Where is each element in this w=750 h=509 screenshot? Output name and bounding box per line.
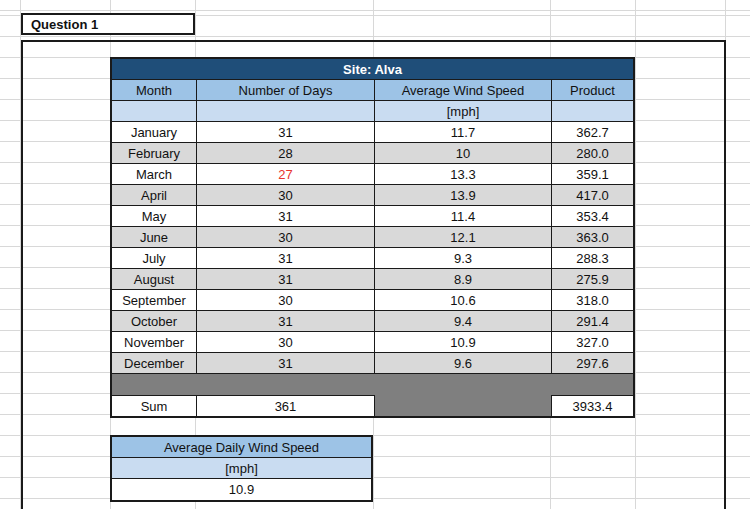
cell-speed[interactable]: 10.6 [375, 290, 552, 310]
cell-days[interactable]: 30 [197, 227, 375, 247]
cell-days[interactable]: 30 [197, 185, 375, 205]
summary-units-cell[interactable]: [mph] [112, 458, 371, 479]
table-row: May 31 11.4 353.4 [112, 206, 633, 227]
cell-product[interactable]: 362.7 [552, 122, 633, 142]
table-row: July 31 9.3 288.3 [112, 248, 633, 269]
cell-month[interactable]: March [112, 164, 197, 184]
table-row: January 31 11.7 362.7 [112, 122, 633, 143]
cell-month[interactable]: November [112, 332, 197, 352]
table-row: March 27 13.3 359.1 [112, 164, 633, 185]
site-title-cell[interactable]: Site: Alva [112, 59, 633, 80]
spacer-row [112, 374, 633, 395]
cell-product[interactable]: 291.4 [552, 311, 633, 331]
main-table: Site: Alva Month Number of Days Average … [110, 57, 635, 418]
cell-speed[interactable]: 9.4 [375, 311, 552, 331]
cell-month[interactable]: December [112, 353, 197, 373]
cell-product[interactable]: 288.3 [552, 248, 633, 268]
table-row: August 31 8.9 275.9 [112, 269, 633, 290]
units-cell-month[interactable] [112, 101, 197, 121]
table-row: April 30 13.9 417.0 [112, 185, 633, 206]
col-header-days[interactable]: Number of Days [197, 80, 375, 100]
table-row: September 30 10.6 318.0 [112, 290, 633, 311]
cell-days[interactable]: 31 [197, 248, 375, 268]
cell-days[interactable]: 31 [197, 269, 375, 289]
sum-label-cell[interactable]: Sum [112, 395, 197, 416]
column-header-row: Month Number of Days Average Wind Speed … [112, 80, 633, 101]
cell-product[interactable]: 280.0 [552, 143, 633, 163]
spreadsheet-grid: Question 1 Site: Alva Month Number of Da… [0, 0, 750, 509]
cell-month[interactable]: September [112, 290, 197, 310]
cell-product[interactable]: 363.0 [552, 227, 633, 247]
cell-month[interactable]: June [112, 227, 197, 247]
cell-product[interactable]: 359.1 [552, 164, 633, 184]
cell-month[interactable]: February [112, 143, 197, 163]
table-row: June 30 12.1 363.0 [112, 227, 633, 248]
cell-days[interactable]: 31 [197, 353, 375, 373]
col-header-speed[interactable]: Average Wind Speed [375, 80, 552, 100]
units-row: [mph] [112, 101, 633, 122]
summary-table: Average Daily Wind Speed [mph] 10.9 [110, 435, 373, 502]
cell-speed[interactable]: 13.9 [375, 185, 552, 205]
cell-speed[interactable]: 9.3 [375, 248, 552, 268]
summary-title-cell[interactable]: Average Daily Wind Speed [112, 437, 371, 458]
cell-speed[interactable]: 11.7 [375, 122, 552, 142]
cell-month[interactable]: October [112, 311, 197, 331]
col-header-product[interactable]: Product [552, 80, 633, 100]
cell-month[interactable]: August [112, 269, 197, 289]
cell-product[interactable]: 417.0 [552, 185, 633, 205]
units-cell-speed[interactable]: [mph] [375, 101, 552, 121]
cell-speed[interactable]: 9.6 [375, 353, 552, 373]
sum-blank-cell[interactable] [375, 395, 552, 416]
sum-product-cell[interactable]: 3933.4 [552, 395, 633, 416]
sum-days-cell[interactable]: 361 [197, 395, 375, 416]
summary-value-cell[interactable]: 10.9 [112, 479, 371, 500]
data-rows: January 31 11.7 362.7 February 28 10 280… [112, 122, 633, 374]
cell-product[interactable]: 318.0 [552, 290, 633, 310]
question-label: Question 1 [31, 17, 98, 32]
cell-days[interactable]: 28 [197, 143, 375, 163]
cell-speed[interactable]: 10.9 [375, 332, 552, 352]
cell-speed[interactable]: 12.1 [375, 227, 552, 247]
table-row: February 28 10 280.0 [112, 143, 633, 164]
cell-speed[interactable]: 13.3 [375, 164, 552, 184]
cell-product[interactable]: 275.9 [552, 269, 633, 289]
cell-month[interactable]: April [112, 185, 197, 205]
cell-days[interactable]: 27 [197, 164, 375, 184]
cell-product[interactable]: 297.6 [552, 353, 633, 373]
cell-month[interactable]: January [112, 122, 197, 142]
table-row: November 30 10.9 327.0 [112, 332, 633, 353]
sum-row: Sum 361 3933.4 [112, 395, 633, 416]
cell-month[interactable]: July [112, 248, 197, 268]
units-cell-product[interactable] [552, 101, 633, 121]
cell-days[interactable]: 30 [197, 290, 375, 310]
cell-days[interactable]: 30 [197, 332, 375, 352]
cell-days[interactable]: 31 [197, 122, 375, 142]
question-cell[interactable]: Question 1 [21, 13, 195, 35]
col-header-month[interactable]: Month [112, 80, 197, 100]
cell-product[interactable]: 353.4 [552, 206, 633, 226]
cell-month[interactable]: May [112, 206, 197, 226]
cell-speed[interactable]: 10 [375, 143, 552, 163]
table-row: October 31 9.4 291.4 [112, 311, 633, 332]
cell-days[interactable]: 31 [197, 206, 375, 226]
cell-days[interactable]: 31 [197, 311, 375, 331]
cell-product[interactable]: 327.0 [552, 332, 633, 352]
cell-speed[interactable]: 8.9 [375, 269, 552, 289]
table-row: December 31 9.6 297.6 [112, 353, 633, 374]
units-cell-days[interactable] [197, 101, 375, 121]
cell-speed[interactable]: 11.4 [375, 206, 552, 226]
